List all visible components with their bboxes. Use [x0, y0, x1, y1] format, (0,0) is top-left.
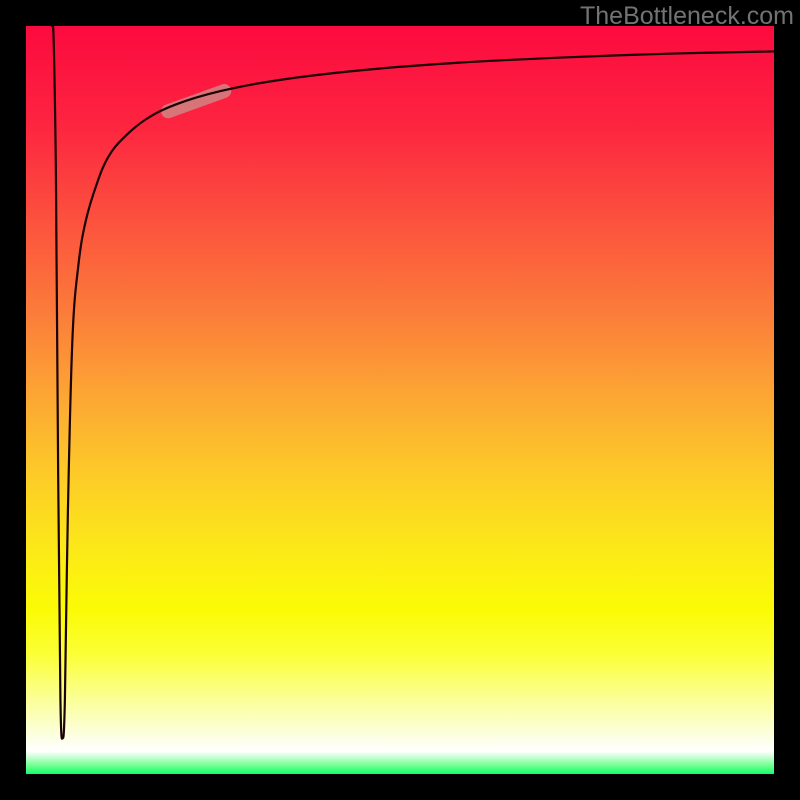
bottleneck-chart: TheBottleneck.com: [0, 0, 800, 800]
chart-background-gradient: [26, 26, 774, 774]
